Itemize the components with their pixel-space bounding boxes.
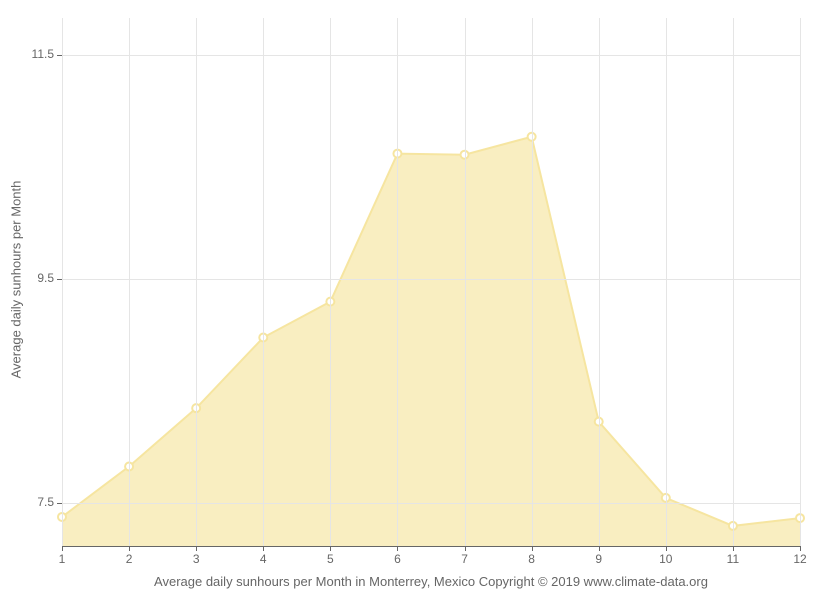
area-fill: [62, 137, 800, 546]
x-tick-label: 6: [382, 552, 412, 566]
tick-mark-x: [465, 546, 466, 551]
y-tick-label: 7.5: [37, 495, 54, 509]
gridline-v: [330, 18, 331, 546]
gridline-v: [263, 18, 264, 546]
x-tick-label: 10: [651, 552, 681, 566]
x-tick-label: 8: [517, 552, 547, 566]
series-layer: [0, 0, 815, 611]
gridline-v: [599, 18, 600, 546]
gridline-v: [397, 18, 398, 546]
tick-mark-x: [263, 546, 264, 551]
gridline-h: [62, 55, 800, 56]
gridline-h: [62, 503, 800, 504]
gridline-v: [800, 18, 801, 546]
tick-mark-x: [532, 546, 533, 551]
x-tick-label: 4: [248, 552, 278, 566]
x-axis-title: Average daily sunhours per Month in Mont…: [62, 574, 800, 589]
tick-mark-x: [129, 546, 130, 551]
tick-mark-x: [666, 546, 667, 551]
gridline-v: [532, 18, 533, 546]
tick-mark-y: [57, 279, 62, 280]
x-tick-label: 12: [785, 552, 815, 566]
y-axis-title: Average daily sunhours per Month: [9, 130, 24, 430]
tick-mark-x: [733, 546, 734, 551]
x-tick-label: 7: [450, 552, 480, 566]
sunhours-chart: Average daily sunhours per Month Average…: [0, 0, 815, 611]
x-tick-label: 5: [315, 552, 345, 566]
tick-mark-x: [196, 546, 197, 551]
x-tick-label: 2: [114, 552, 144, 566]
gridline-v: [196, 18, 197, 546]
tick-mark-y: [57, 503, 62, 504]
tick-mark-y: [57, 55, 62, 56]
tick-mark-x: [599, 546, 600, 551]
gridline-v: [129, 18, 130, 546]
x-tick-label: 11: [718, 552, 748, 566]
tick-mark-x: [800, 546, 801, 551]
x-tick-label: 1: [47, 552, 77, 566]
x-tick-label: 9: [584, 552, 614, 566]
x-tick-label: 3: [181, 552, 211, 566]
gridline-v: [733, 18, 734, 546]
tick-mark-x: [62, 546, 63, 551]
y-tick-label: 9.5: [37, 271, 54, 285]
tick-mark-x: [397, 546, 398, 551]
gridline-v: [465, 18, 466, 546]
gridline-h: [62, 279, 800, 280]
tick-mark-x: [330, 546, 331, 551]
gridline-v: [62, 18, 63, 546]
gridline-v: [666, 18, 667, 546]
y-tick-label: 11.5: [32, 47, 54, 61]
